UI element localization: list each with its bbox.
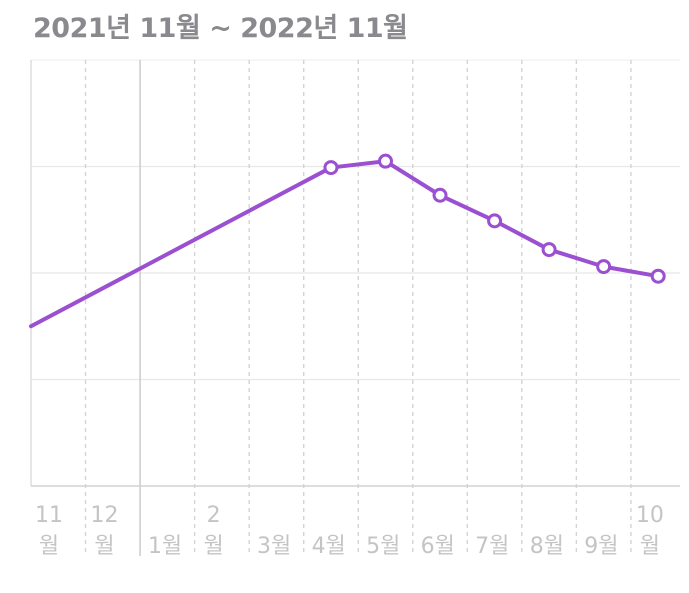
x-tick-label-9: 8월: [530, 534, 564, 559]
x-tick-label-7: 6월: [421, 534, 455, 559]
x-tick-label-line: 6월: [421, 534, 455, 559]
x-tick-label-line: 월: [640, 534, 660, 559]
data-point-1: [323, 160, 339, 176]
x-tick-label-line: 7월: [475, 534, 509, 559]
x-tick-label-10: 9월: [584, 534, 618, 559]
x-tick-label-line: 월: [39, 534, 59, 559]
data-point-7: [650, 268, 666, 284]
x-tick-label-line: 3월: [257, 534, 291, 559]
x-tick-label-5: 4월: [312, 534, 346, 559]
data-point-2: [377, 153, 393, 169]
series-line-0: [29, 159, 661, 329]
x-tick-label-line: 2: [207, 503, 221, 528]
x-tick-label-2: 1월: [148, 534, 182, 559]
x-tick-label-line: 9월: [584, 534, 618, 559]
x-tick-label-line: 12: [91, 503, 119, 528]
data-point-5: [541, 242, 557, 258]
data-point-4: [487, 213, 503, 229]
x-tick-label-line: 10: [636, 503, 664, 528]
x-tick-label-line: 11: [35, 503, 63, 528]
data-point-6: [596, 259, 612, 275]
x-tick-label-0: 11 월: [35, 503, 63, 559]
data-point-3: [432, 187, 448, 203]
x-tick-label-11: 10 월: [636, 503, 664, 559]
x-tick-label-line: 1월: [148, 534, 182, 559]
x-tick-label-6: 5월: [366, 534, 400, 559]
x-tick-label-1: 12 월: [91, 503, 119, 559]
x-tick-label-8: 7월: [475, 534, 509, 559]
x-tick-label-line: 5월: [366, 534, 400, 559]
x-tick-label-4: 3월: [257, 534, 291, 559]
x-tick-label-line: 8월: [530, 534, 564, 559]
chart-title: 2021년 11월 ~ 2022년 11월: [33, 13, 408, 44]
x-tick-label-line: 월: [203, 534, 223, 559]
x-tick-label-line: 4월: [312, 534, 346, 559]
x-tick-label-line: 월: [94, 534, 114, 559]
